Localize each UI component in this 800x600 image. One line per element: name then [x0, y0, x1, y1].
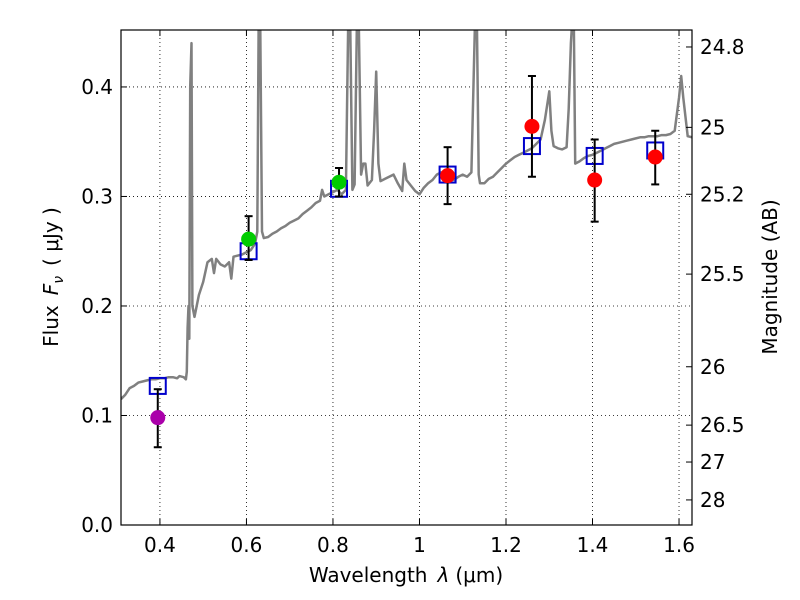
x-tick-label-3: 1 — [413, 533, 426, 557]
grid — [121, 30, 692, 525]
observations — [150, 74, 663, 449]
y-tick-label-2: 0.2 — [81, 294, 113, 318]
x-tick-label-2: 0.8 — [317, 533, 349, 557]
y2-axis-title: Magnitude (AB) — [758, 199, 782, 354]
x-axis-title: Wavelength λ (μm) — [309, 563, 503, 587]
y-tick-label-4: 0.4 — [81, 75, 113, 99]
secondary-y-axis: 24.8 25 25.2 25.5 26 26.5 27 28 — [686, 35, 745, 512]
observation-point-5 — [587, 172, 603, 188]
y2-tick-label-0: 24.8 — [700, 35, 745, 59]
x-tick-label-0: 0.4 — [144, 533, 176, 557]
y2-tick-label-1: 25 — [700, 115, 725, 139]
y-tick-label-1: 0.1 — [81, 403, 113, 427]
y-tick-label-0: 0.0 — [81, 513, 113, 537]
y2-tick-label-6: 27 — [700, 450, 725, 474]
y2-tick-label-5: 26.5 — [700, 413, 745, 437]
x-tick-label-1: 0.6 — [231, 533, 263, 557]
y-tick-label-3: 0.3 — [81, 184, 113, 208]
x-tick-label-4: 1.2 — [490, 533, 522, 557]
observation-point-4 — [524, 118, 540, 134]
observation-point-1 — [241, 231, 257, 247]
x-axis: 0.4 0.6 0.8 1 1.2 1.4 1.6 — [144, 30, 695, 557]
y2-tick-label-3: 25.5 — [700, 262, 745, 286]
y2-tick-label-7: 28 — [700, 488, 725, 512]
observation-point-3 — [440, 168, 456, 184]
y2-tick-label-4: 26 — [700, 355, 725, 379]
x-tick-label-6: 1.6 — [663, 533, 695, 557]
observation-point-6 — [647, 149, 663, 165]
y2-tick-label-2: 25.2 — [700, 182, 745, 206]
y-axis: 0.0 0.1 0.2 0.3 0.4 — [81, 75, 127, 537]
plot-frame — [120, 29, 693, 526]
observation-point-2 — [331, 174, 347, 190]
y-axis-title: FluxFν( μJy ) — [39, 207, 67, 347]
model-spectrum-line — [121, 30, 692, 400]
observation-point-0 — [150, 410, 166, 426]
x-tick-label-5: 1.4 — [577, 533, 609, 557]
